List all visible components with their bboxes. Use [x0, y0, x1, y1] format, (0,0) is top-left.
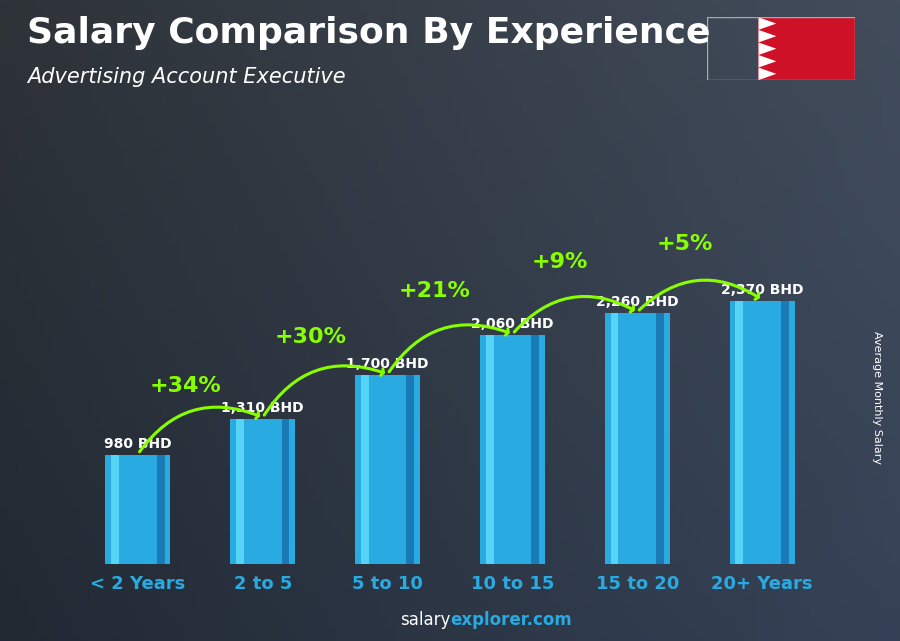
Text: 2,370 BHD: 2,370 BHD: [721, 283, 804, 297]
Polygon shape: [759, 67, 777, 80]
Text: Average Monthly Salary: Average Monthly Salary: [872, 331, 883, 464]
Text: +34%: +34%: [149, 376, 221, 396]
Bar: [407, 375, 414, 564]
Bar: [531, 335, 539, 564]
Bar: [480, 335, 544, 564]
Text: 2,260 BHD: 2,260 BHD: [596, 295, 679, 309]
Polygon shape: [759, 17, 777, 30]
Bar: [735, 301, 743, 564]
Bar: [730, 301, 795, 564]
Bar: [105, 455, 170, 564]
Text: Salary Comparison By Experience: Salary Comparison By Experience: [27, 16, 710, 50]
Text: +9%: +9%: [532, 253, 588, 272]
Bar: [361, 375, 369, 564]
Bar: [230, 419, 295, 564]
Text: Advertising Account Executive: Advertising Account Executive: [27, 67, 346, 87]
Text: +30%: +30%: [274, 327, 346, 347]
Text: explorer.com: explorer.com: [450, 612, 572, 629]
Bar: [356, 375, 420, 564]
Bar: [781, 301, 788, 564]
Bar: [282, 419, 290, 564]
Text: salary: salary: [400, 612, 450, 629]
Polygon shape: [759, 55, 777, 67]
Bar: [605, 313, 670, 564]
Text: 980 BHD: 980 BHD: [104, 437, 172, 451]
Text: +21%: +21%: [399, 281, 471, 301]
Bar: [610, 313, 618, 564]
Polygon shape: [759, 42, 777, 55]
Text: 2,060 BHD: 2,060 BHD: [472, 317, 554, 331]
Polygon shape: [759, 30, 777, 42]
Text: 1,700 BHD: 1,700 BHD: [346, 357, 428, 371]
Text: +5%: +5%: [656, 234, 713, 254]
Bar: [759, 17, 855, 80]
Bar: [486, 335, 493, 564]
Text: 1,310 BHD: 1,310 BHD: [221, 401, 304, 415]
Bar: [236, 419, 244, 564]
Bar: [112, 455, 119, 564]
Bar: [656, 313, 664, 564]
Bar: [157, 455, 165, 564]
